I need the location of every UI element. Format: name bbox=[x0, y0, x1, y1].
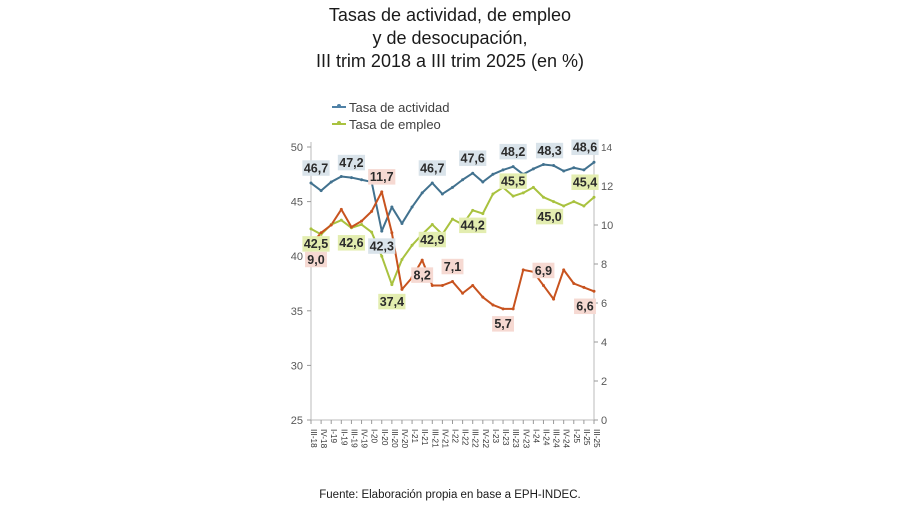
svg-text:IV-20: IV-20 bbox=[400, 429, 409, 449]
svg-text:37,4: 37,4 bbox=[380, 295, 404, 309]
svg-text:44,2: 44,2 bbox=[461, 219, 485, 233]
svg-text:I-24: I-24 bbox=[531, 429, 540, 444]
svg-text:III-19: III-19 bbox=[349, 429, 358, 448]
svg-text:9,0: 9,0 bbox=[307, 253, 324, 267]
svg-text:II-19: II-19 bbox=[339, 429, 348, 446]
svg-text:11,7: 11,7 bbox=[370, 170, 394, 184]
svg-text:III-24: III-24 bbox=[552, 429, 561, 448]
svg-text:0: 0 bbox=[601, 415, 607, 427]
svg-text:45,0: 45,0 bbox=[537, 210, 561, 224]
svg-text:II-23: II-23 bbox=[501, 429, 510, 446]
svg-text:5,7: 5,7 bbox=[494, 317, 511, 331]
svg-text:42,5: 42,5 bbox=[304, 237, 328, 251]
svg-text:45,5: 45,5 bbox=[501, 174, 525, 188]
svg-text:IV-24: IV-24 bbox=[562, 429, 571, 449]
svg-text:I-19: I-19 bbox=[329, 429, 338, 444]
svg-text:III-23: III-23 bbox=[511, 429, 520, 448]
svg-text:6: 6 bbox=[601, 298, 607, 310]
svg-text:42,6: 42,6 bbox=[339, 236, 363, 250]
svg-text:25: 25 bbox=[291, 415, 303, 427]
svg-text:48,2: 48,2 bbox=[501, 145, 525, 159]
svg-text:4: 4 bbox=[601, 337, 607, 349]
svg-text:46,7: 46,7 bbox=[304, 161, 328, 175]
svg-text:I-21: I-21 bbox=[410, 429, 419, 444]
svg-text:I-20: I-20 bbox=[370, 429, 379, 444]
svg-text:7,1: 7,1 bbox=[444, 260, 461, 274]
svg-text:II-20: II-20 bbox=[380, 429, 389, 446]
svg-text:42,9: 42,9 bbox=[420, 233, 444, 247]
svg-text:48,3: 48,3 bbox=[537, 144, 561, 158]
svg-text:50: 50 bbox=[291, 142, 303, 154]
svg-text:45,4: 45,4 bbox=[573, 176, 597, 190]
svg-text:2: 2 bbox=[601, 376, 607, 388]
svg-text:48,6: 48,6 bbox=[573, 141, 597, 155]
svg-text:46,7: 46,7 bbox=[420, 161, 444, 175]
svg-text:14: 14 bbox=[601, 143, 613, 154]
svg-text:47,2: 47,2 bbox=[339, 156, 363, 170]
svg-text:IV-23: IV-23 bbox=[521, 429, 530, 449]
svg-text:12: 12 bbox=[601, 181, 613, 193]
svg-text:III-20: III-20 bbox=[390, 429, 399, 448]
svg-text:I-22: I-22 bbox=[451, 429, 460, 444]
svg-text:III-18: III-18 bbox=[309, 429, 318, 448]
svg-text:III-22: III-22 bbox=[471, 429, 480, 448]
svg-text:IV-22: IV-22 bbox=[481, 429, 490, 449]
svg-text:III-21: III-21 bbox=[430, 429, 439, 448]
svg-text:II-21: II-21 bbox=[420, 429, 429, 446]
svg-text:40: 40 bbox=[291, 251, 303, 263]
svg-text:I-25: I-25 bbox=[572, 429, 581, 444]
svg-text:IV-21: IV-21 bbox=[440, 429, 449, 449]
svg-text:IV-18: IV-18 bbox=[319, 429, 328, 449]
svg-text:35: 35 bbox=[291, 306, 303, 318]
svg-text:IV-19: IV-19 bbox=[360, 429, 369, 449]
svg-text:6,6: 6,6 bbox=[576, 300, 593, 314]
svg-text:30: 30 bbox=[291, 360, 303, 372]
svg-text:42,3: 42,3 bbox=[370, 239, 394, 253]
svg-text:II-22: II-22 bbox=[461, 429, 470, 446]
svg-text:6,9: 6,9 bbox=[535, 264, 552, 278]
svg-text:8: 8 bbox=[601, 259, 607, 271]
svg-text:10: 10 bbox=[601, 220, 613, 232]
svg-text:III-25: III-25 bbox=[592, 429, 601, 448]
svg-text:II-24: II-24 bbox=[541, 429, 550, 446]
svg-text:8,2: 8,2 bbox=[413, 268, 430, 282]
svg-text:I-23: I-23 bbox=[491, 429, 500, 444]
svg-text:45: 45 bbox=[291, 197, 303, 209]
svg-text:II-25: II-25 bbox=[582, 429, 591, 446]
svg-text:47,6: 47,6 bbox=[461, 152, 485, 166]
